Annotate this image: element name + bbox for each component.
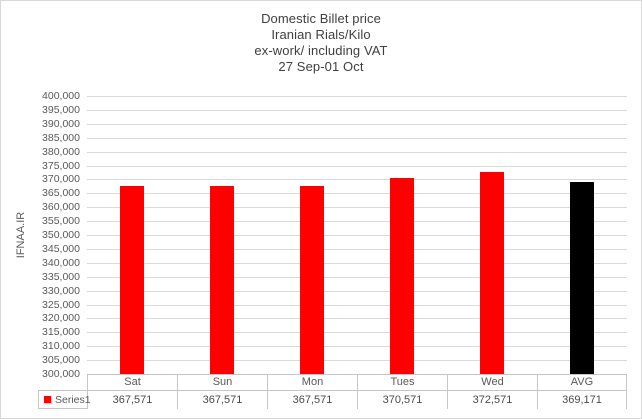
gridline	[87, 305, 627, 306]
gridline	[87, 263, 627, 264]
chart-title: Domestic Billet price Iranian Rials/Kilo…	[1, 11, 641, 75]
value-cell: 369,171	[537, 390, 627, 409]
data-table-value-row: 367,571 367,571 367,571 370,571 372,571 369,1…	[87, 390, 627, 409]
value-cell: 367,571	[177, 390, 267, 409]
y-axis-tick-label: 305,000	[42, 354, 80, 366]
bar-mon	[300, 186, 324, 374]
gridline	[87, 193, 627, 194]
value-cell: 367,571	[87, 390, 177, 409]
chart-title-line: Domestic Billet price	[261, 11, 381, 26]
y-axis-tick-label: 325,000	[42, 299, 80, 311]
y-axis-tick-label: 365,000	[42, 187, 80, 199]
gridline	[87, 166, 627, 167]
value-cell: 370,571	[357, 390, 447, 409]
y-axis-tick-label: 395,000	[42, 104, 80, 116]
chart-title-line: ex-work/ including VAT	[254, 43, 388, 58]
y-axis-tick-label: 315,000	[42, 326, 80, 338]
value-cell: 367,571	[267, 390, 357, 409]
y-axis-tick-label: 360,000	[42, 201, 80, 213]
bar-tues	[390, 178, 414, 374]
y-axis-tick-label: 350,000	[42, 229, 80, 241]
y-axis-tick-label: 370,000	[42, 173, 80, 185]
legend-key-cell: Series1	[38, 390, 91, 409]
bar-sun	[210, 186, 234, 374]
y-axis-tick-label: 380,000	[42, 146, 80, 158]
y-axis-tick-label: 355,000	[42, 215, 80, 227]
y-axis-tick-label: 335,000	[42, 271, 80, 283]
category-label: Sat	[87, 374, 177, 390]
gridline	[87, 346, 627, 347]
gridline	[87, 332, 627, 333]
gridline	[87, 249, 627, 250]
y-axis-tick-label: 300,000	[42, 368, 80, 380]
gridline	[87, 152, 627, 153]
bar-sat	[120, 186, 144, 374]
gridline	[87, 207, 627, 208]
y-axis-tick-label: 385,000	[42, 132, 80, 144]
gridline	[87, 318, 627, 319]
gridline	[87, 138, 627, 139]
gridline	[87, 96, 627, 97]
chart-title-line: Iranian Rials/Kilo	[271, 27, 371, 42]
category-label: Wed	[447, 374, 537, 390]
data-table-category-row: Sat Sun Mon Tues Wed AVG	[87, 374, 627, 390]
gridline	[87, 221, 627, 222]
category-label: AVG	[537, 374, 627, 390]
value-cell: 372,571	[447, 390, 537, 409]
category-label: Sun	[177, 374, 267, 390]
gridline	[87, 179, 627, 180]
gridline	[87, 235, 627, 236]
y-axis-tick-label: 390,000	[42, 118, 80, 130]
gridline	[87, 110, 627, 111]
y-axis-tick-label: 375,000	[42, 160, 80, 172]
legend-series-swatch	[44, 396, 51, 403]
y-axis-tick-label: 320,000	[42, 312, 80, 324]
gridline	[87, 277, 627, 278]
legend-series-label: Series1	[55, 393, 91, 406]
gridline	[87, 291, 627, 292]
gridline	[87, 124, 627, 125]
bar-wed	[480, 172, 504, 374]
y-axis-tick-label: 400,000	[42, 90, 80, 102]
y-axis-tick-label: 330,000	[42, 285, 80, 297]
category-label: Tues	[357, 374, 447, 390]
bar-avg	[570, 182, 594, 374]
chart-title-line: 27 Sep-01 Oct	[278, 59, 364, 74]
y-axis-tick-label: 310,000	[42, 340, 80, 352]
category-label: Mon	[267, 374, 357, 390]
y-axis-tick-label: 345,000	[42, 243, 80, 255]
gridline	[87, 360, 627, 361]
y-axis-tick-label: 340,000	[42, 257, 80, 269]
